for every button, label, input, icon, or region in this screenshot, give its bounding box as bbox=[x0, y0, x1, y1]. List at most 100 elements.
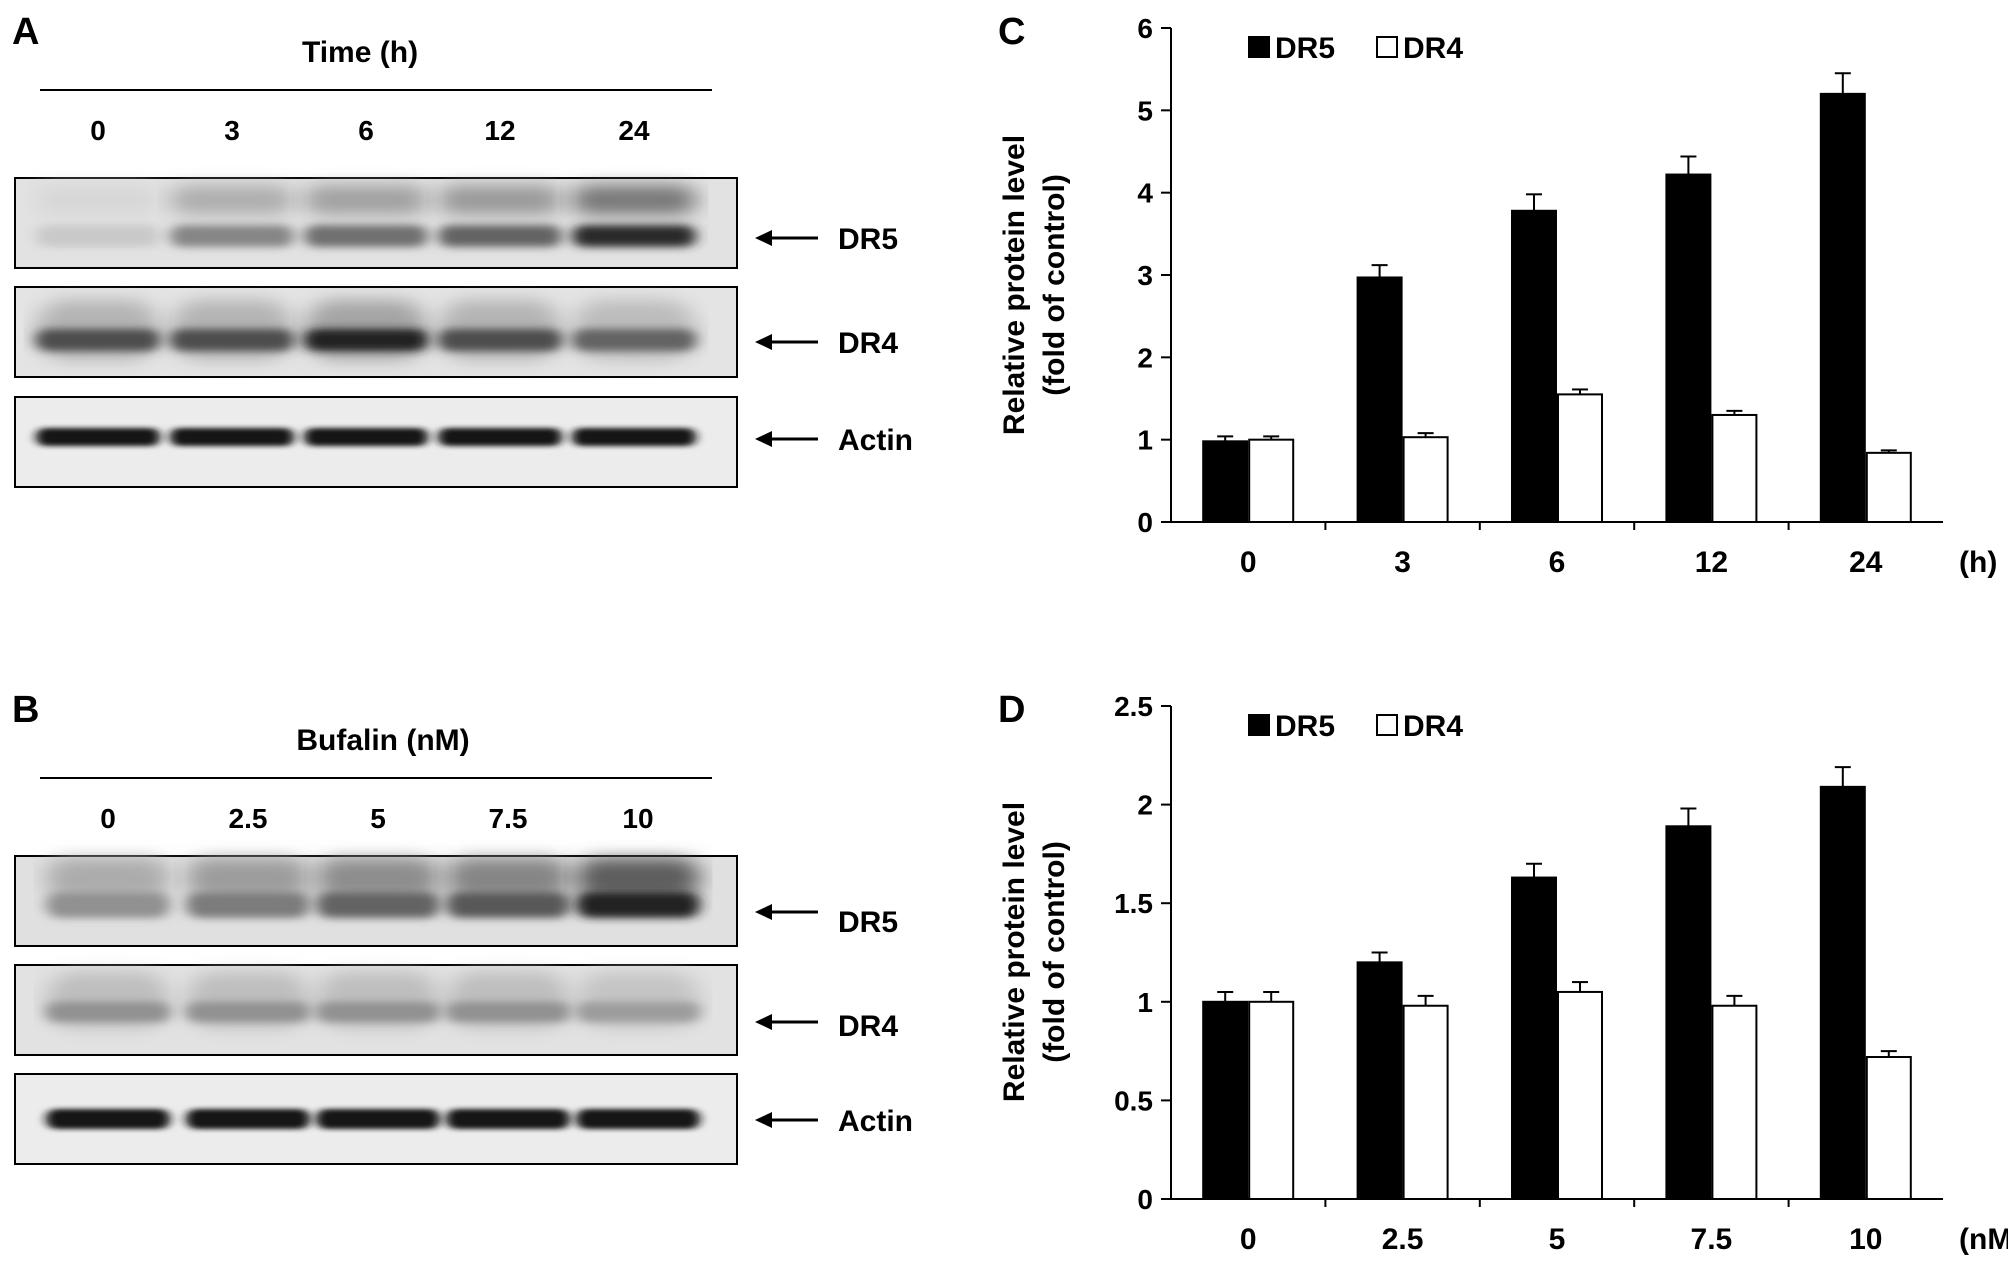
chart-c-ylabel-line2: (fold of control) bbox=[1038, 174, 1071, 396]
chart-c-y-tick-label: 0 bbox=[1137, 507, 1153, 538]
blot-a-header: Time (h) bbox=[302, 36, 418, 69]
blot-b-dr4-bands bbox=[46, 972, 700, 1028]
chart-d-y-tick-label: 1.5 bbox=[1114, 888, 1153, 919]
chart-c-y-tick-label: 1 bbox=[1137, 425, 1153, 456]
blot-b-dr5-bands bbox=[46, 858, 700, 918]
actin-band bbox=[446, 1109, 570, 1129]
dr5-band bbox=[316, 892, 440, 918]
dr5-band bbox=[170, 225, 294, 247]
dr5-band bbox=[572, 225, 696, 247]
actin-band bbox=[304, 428, 428, 446]
panel-b: B Bufalin (nM) 0 2.5 5 7.5 10 DR5 DR4 bbox=[12, 689, 913, 1165]
blot-b-lane-labels: 0 2.5 5 7.5 10 bbox=[100, 803, 653, 834]
blot-b-lane-label: 2.5 bbox=[229, 803, 268, 834]
dr5-band bbox=[304, 225, 428, 247]
actin-band bbox=[316, 1109, 440, 1129]
blot-a-dr5-bands bbox=[36, 185, 696, 247]
dr5-band bbox=[46, 892, 170, 918]
chart-d-bar-dr5 bbox=[1511, 876, 1557, 1201]
blot-b-lane-label: 7.5 bbox=[489, 803, 528, 834]
chart-c-x-unit: (h) bbox=[1959, 546, 1997, 579]
blot-b-dr4-label: DR4 bbox=[838, 1010, 898, 1043]
blot-b-header: Bufalin (nM) bbox=[296, 724, 469, 757]
blot-b-actin-bands bbox=[46, 1109, 700, 1129]
dr4-band bbox=[572, 329, 696, 351]
chart-c-legend-swatch-dr4 bbox=[1376, 36, 1398, 58]
chart-c-bar-dr5 bbox=[1202, 440, 1249, 523]
chart-d-bar-dr4 bbox=[1557, 990, 1603, 1200]
chart-d-y-tick-label: 2.5 bbox=[1114, 691, 1153, 722]
blot-b-dr5-label: DR5 bbox=[838, 906, 898, 939]
chart-d-y-tick-label: 0.5 bbox=[1114, 1085, 1153, 1116]
blot-b-dr5-arrow: DR5 bbox=[755, 904, 898, 939]
panel-d: D Relative protein level (fold of contro… bbox=[998, 689, 2008, 1256]
dr4-band bbox=[446, 1002, 570, 1022]
chart-c-bar-dr5 bbox=[1665, 173, 1712, 523]
panel-letter-b: B bbox=[12, 689, 39, 731]
blot-b-lane-label: 5 bbox=[370, 803, 386, 834]
blot-b-dr4-arrow: DR4 bbox=[755, 1010, 898, 1043]
chart-d-x-tick-label: 0 bbox=[1240, 1223, 1257, 1256]
chart-d-bar-dr4 bbox=[1248, 1000, 1295, 1200]
chart-c-y-tick-label: 6 bbox=[1137, 13, 1153, 44]
chart-c-x-tick-label: 0 bbox=[1240, 546, 1257, 579]
chart-c-x-tick-label: 12 bbox=[1695, 546, 1728, 579]
chart-c-bar-dr4 bbox=[1402, 436, 1449, 523]
chart-c-x-tick-label: 6 bbox=[1549, 546, 1566, 579]
blot-b-lane-label: 10 bbox=[622, 803, 653, 834]
actin-band bbox=[572, 428, 696, 446]
panel-letter-c: C bbox=[998, 11, 1025, 53]
blot-a-dr4-label: DR4 bbox=[838, 327, 898, 360]
chart-d-ylabel-line1: Relative protein level bbox=[998, 802, 1031, 1102]
chart-d-bar-dr4 bbox=[1402, 1004, 1449, 1201]
dr5-band bbox=[438, 225, 562, 247]
dr4-band bbox=[576, 1002, 700, 1022]
dr5-upper-band bbox=[36, 185, 160, 215]
blot-a-dr5-arrow: DR5 bbox=[755, 223, 898, 256]
dr5-band bbox=[446, 892, 570, 918]
chart-d-bar-dr5 bbox=[1356, 961, 1403, 1200]
chart-d-x-tick-label: 10 bbox=[1849, 1223, 1882, 1256]
dr4-band bbox=[170, 329, 294, 351]
dr5-upper-band bbox=[46, 858, 170, 898]
chart-d-bar-dr5 bbox=[1819, 785, 1866, 1200]
chart-d-x-tick-label: 2.5 bbox=[1382, 1223, 1424, 1256]
chart-c-bar-dr5 bbox=[1356, 276, 1403, 523]
chart-c-x-tick-label: 24 bbox=[1849, 546, 1883, 579]
blot-a-lane-label: 0 bbox=[90, 115, 106, 146]
chart-c-bar-dr4 bbox=[1248, 438, 1295, 523]
blot-a-actin-label: Actin bbox=[838, 424, 913, 457]
chart-d-legend-label-dr5: DR5 bbox=[1275, 710, 1335, 743]
blot-a-lane-label: 12 bbox=[484, 115, 515, 146]
chart-c-y-tick-label: 4 bbox=[1137, 178, 1153, 209]
dr4-band bbox=[316, 1002, 440, 1022]
blot-b-actin-arrow: Actin bbox=[755, 1105, 913, 1138]
chart-c-x-tick-label: 3 bbox=[1394, 546, 1411, 579]
chart-d-y-tick-label: 0 bbox=[1137, 1184, 1153, 1215]
chart-d-bar-dr5 bbox=[1665, 825, 1712, 1200]
actin-band bbox=[576, 1109, 700, 1129]
chart-c-y-tick-label: 2 bbox=[1137, 342, 1153, 373]
blot-a-lane-label: 6 bbox=[358, 115, 374, 146]
blot-b-lane-label: 0 bbox=[100, 803, 116, 834]
blot-b-actin-label: Actin bbox=[838, 1105, 913, 1138]
dr4-band bbox=[186, 1002, 310, 1022]
chart-d-x-tick-label: 7.5 bbox=[1691, 1223, 1733, 1256]
dr5-band bbox=[36, 225, 160, 247]
dr5-upper-band bbox=[438, 185, 562, 215]
chart-c-legend-label-dr4: DR4 bbox=[1403, 32, 1463, 65]
actin-band bbox=[186, 1109, 310, 1129]
chart-d-x-unit: (nM) bbox=[1959, 1223, 2008, 1256]
dr5-upper-band bbox=[572, 185, 696, 215]
blot-a-dr4-arrow: DR4 bbox=[755, 327, 898, 360]
blot-a-lane-label: 3 bbox=[224, 115, 240, 146]
actin-band bbox=[46, 1109, 170, 1129]
dr5-band bbox=[186, 892, 310, 918]
chart-c-bar-dr4 bbox=[1711, 413, 1758, 524]
chart-c-bar-dr4 bbox=[1865, 451, 1912, 523]
chart-d-legend-swatch-dr5 bbox=[1248, 714, 1270, 736]
blot-a-actin-bands bbox=[36, 428, 696, 446]
chart-c-legend-swatch-dr5 bbox=[1248, 36, 1270, 58]
dr5-band bbox=[576, 892, 700, 918]
panel-c: C Relative protein level (fold of contro… bbox=[998, 11, 1997, 579]
